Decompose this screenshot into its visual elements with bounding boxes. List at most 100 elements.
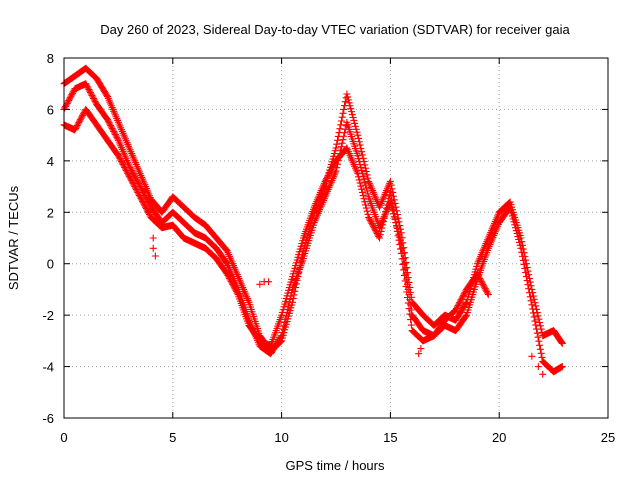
data-point-track-c <box>223 270 231 278</box>
data-point-track-a <box>388 185 396 193</box>
data-point-track-a <box>344 93 352 101</box>
data-point-track-b <box>111 130 119 138</box>
data-point-track-c <box>138 197 146 205</box>
data-point-track-c <box>454 302 462 310</box>
data-point-track-a <box>348 111 356 119</box>
data-point-track-c <box>452 305 460 313</box>
data-point-track-b <box>355 155 363 163</box>
data-point-track-a <box>356 141 364 149</box>
data-point-track-c <box>453 303 461 311</box>
data-point-track-b <box>462 312 470 320</box>
data-point-track-c <box>366 216 374 224</box>
data-point-track-c <box>322 176 330 184</box>
data-point-track-b <box>63 100 71 108</box>
data-point-track-c <box>75 119 83 127</box>
data-point-track-b <box>66 94 74 102</box>
data-point-track-b <box>278 332 286 340</box>
data-point-track-a <box>534 312 542 320</box>
data-point-track-c <box>356 179 364 187</box>
y-tick-label: 0 <box>47 257 54 272</box>
data-point-track-c <box>126 174 134 182</box>
data-point-track-a <box>362 168 370 176</box>
data-point-track-b <box>90 96 98 104</box>
data-point-track-b <box>279 325 287 333</box>
data-point-track-c <box>330 161 338 169</box>
data-point-track-c <box>398 255 406 263</box>
data-point-track-b <box>82 80 90 88</box>
data-point-track-c <box>364 210 372 218</box>
y-tick-label: -2 <box>42 308 54 323</box>
data-point-track-c <box>233 288 241 296</box>
data-point-track-c <box>382 208 390 216</box>
data-point-track-c <box>389 201 397 209</box>
data-point-track-a <box>336 125 344 133</box>
data-point-track-c <box>405 305 413 313</box>
data-point-track-b <box>356 161 364 169</box>
data-point-track-b <box>529 309 537 317</box>
data-point-track-c <box>120 162 128 170</box>
data-point-track-c <box>135 190 143 198</box>
data-point-track-c <box>137 194 145 202</box>
data-point-track-c <box>76 116 84 124</box>
data-point-track-b <box>64 98 72 106</box>
data-point-track-c <box>394 232 402 240</box>
data-point-track-c <box>376 234 384 242</box>
data-point-track-b <box>286 295 294 303</box>
data-point-track-c <box>354 170 362 178</box>
data-point-track-a <box>362 164 370 172</box>
data-point-track-c <box>390 205 398 213</box>
data-point-track-c <box>124 169 132 177</box>
data-point-track-a <box>351 119 359 127</box>
data-point-track-a <box>558 339 566 347</box>
data-point-track-c <box>391 214 399 222</box>
data-point-outlier <box>256 280 264 288</box>
data-point-track-c <box>358 185 366 193</box>
data-point-track-b <box>105 119 113 127</box>
data-point-track-b <box>534 333 542 341</box>
data-point-track-c <box>403 294 411 302</box>
data-point-track-b <box>510 218 518 226</box>
data-point-track-b <box>354 152 362 160</box>
data-point-track-b <box>281 318 289 326</box>
data-point-track-c <box>138 196 146 204</box>
data-point-track-c <box>118 158 126 166</box>
data-point-track-b <box>68 91 76 99</box>
data-point-track-a <box>387 181 395 189</box>
data-point-track-c <box>323 174 331 182</box>
data-point-track-c <box>371 225 379 233</box>
data-point-track-b <box>277 333 285 341</box>
data-point-track-c <box>131 184 139 192</box>
data-point-track-c <box>407 316 415 324</box>
data-point-track-a <box>346 102 354 110</box>
data-point-track-b <box>398 244 406 252</box>
data-point-track-c <box>459 293 467 301</box>
data-point-track-c <box>226 276 234 284</box>
data-point-track-b <box>528 301 536 309</box>
data-point-track-a <box>333 140 341 148</box>
data-point-track-c <box>357 182 365 190</box>
data-point-track-b <box>111 129 119 137</box>
data-point-track-c <box>136 193 144 201</box>
data-point-track-a <box>334 136 342 144</box>
data-point-track-c <box>457 296 465 304</box>
data-point-track-b <box>339 136 347 144</box>
data-point-track-c <box>329 163 337 171</box>
data-point-track-c <box>482 286 490 294</box>
data-point-track-c <box>373 230 381 238</box>
data-point-track-a <box>343 90 351 98</box>
data-point-track-c <box>384 198 392 206</box>
data-point-track-b <box>61 104 69 112</box>
data-point-track-c <box>139 199 147 207</box>
data-point-track-c <box>122 166 130 174</box>
data-point-track-c <box>323 173 331 181</box>
data-point-track-a <box>395 218 403 226</box>
data-point-track-b <box>527 297 535 305</box>
data-point-track-c <box>370 224 378 232</box>
y-tick-label: 8 <box>47 51 54 66</box>
data-point-track-b <box>67 92 75 100</box>
data-point-track-b <box>364 190 372 198</box>
data-point-track-c <box>324 172 332 180</box>
data-point-track-b <box>531 317 539 325</box>
data-point-track-b <box>508 209 516 217</box>
data-point-track-b <box>522 273 530 281</box>
